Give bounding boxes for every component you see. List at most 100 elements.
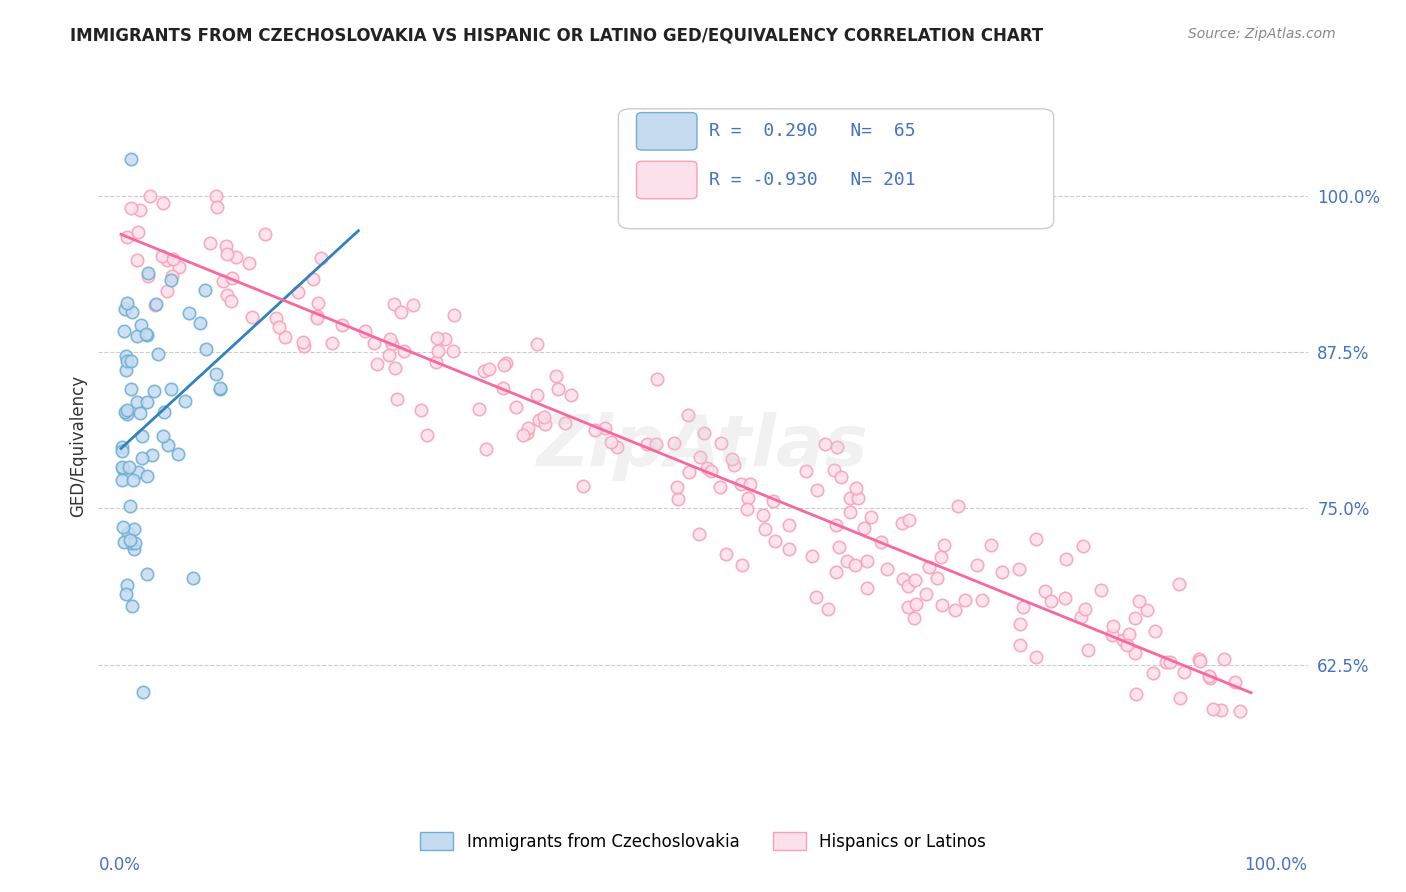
Point <box>120 152 142 166</box>
Point <box>125 329 148 343</box>
Point <box>138 189 160 203</box>
Point <box>136 266 159 280</box>
Point <box>152 428 174 442</box>
Point <box>896 599 918 614</box>
Legend: Immigrants from Czechoslovakia, Hispanics or Latinos: Immigrants from Czechoslovakia, Hispanic… <box>413 826 993 857</box>
Point <box>162 252 184 266</box>
Point <box>1033 583 1056 598</box>
Point <box>869 534 891 549</box>
FancyBboxPatch shape <box>619 109 1053 228</box>
Point <box>1054 552 1077 566</box>
Text: IMMIGRANTS FROM CZECHOSLOVAKIA VS HISPANIC OR LATINO GED/EQUIVALENCY CORRELATION: IMMIGRANTS FROM CZECHOSLOVAKIA VS HISPAN… <box>70 27 1043 45</box>
Point <box>416 428 439 442</box>
Point <box>529 413 551 427</box>
Point <box>823 463 845 477</box>
Point <box>156 438 179 452</box>
Point <box>266 311 288 326</box>
Point <box>914 587 936 601</box>
Point <box>145 298 167 312</box>
Point <box>111 473 134 487</box>
Point <box>492 381 515 395</box>
Point <box>115 296 138 310</box>
Point <box>385 392 408 407</box>
Point <box>904 573 927 587</box>
Point <box>1090 583 1112 598</box>
Point <box>401 298 423 312</box>
Point <box>1142 666 1164 681</box>
Point <box>117 525 139 540</box>
Point <box>1053 591 1076 605</box>
Point <box>114 405 136 419</box>
Point <box>115 587 138 601</box>
Point <box>1198 669 1220 683</box>
Point <box>494 358 516 372</box>
Point <box>127 394 149 409</box>
Text: R =  0.290   N=  65: R = 0.290 N= 65 <box>709 122 915 140</box>
Point <box>127 465 149 479</box>
Point <box>194 283 217 297</box>
Point <box>160 269 183 284</box>
Point <box>156 285 179 299</box>
Point <box>688 527 710 541</box>
Point <box>1071 539 1094 553</box>
Point <box>876 562 898 576</box>
Point <box>505 400 527 414</box>
Point <box>392 343 415 358</box>
Point <box>425 355 447 369</box>
Point <box>305 309 328 323</box>
Text: ZipAtlas: ZipAtlas <box>537 411 869 481</box>
Point <box>135 327 157 342</box>
Point <box>292 339 315 353</box>
Point <box>127 226 149 240</box>
Point <box>1212 652 1234 666</box>
Text: 100.0%: 100.0% <box>1244 855 1308 873</box>
Point <box>131 318 153 332</box>
Point <box>1168 690 1191 705</box>
Point <box>636 437 658 451</box>
Text: R = -0.930   N= 201: R = -0.930 N= 201 <box>709 171 915 189</box>
Point <box>378 332 401 346</box>
Text: 0.0%: 0.0% <box>98 855 141 873</box>
Point <box>219 294 242 309</box>
Point <box>970 593 993 607</box>
Point <box>382 297 405 311</box>
Point <box>120 383 142 397</box>
Point <box>122 474 145 488</box>
Point <box>366 357 388 371</box>
Point <box>253 227 276 242</box>
Point <box>181 571 204 585</box>
Point <box>905 597 928 611</box>
Point <box>980 538 1002 552</box>
Point <box>207 200 229 214</box>
Point <box>124 536 146 550</box>
Point <box>814 437 837 451</box>
Point <box>931 599 953 613</box>
Point <box>110 460 132 475</box>
Point <box>752 508 775 523</box>
Point <box>740 477 762 491</box>
Point <box>433 333 456 347</box>
Point <box>115 408 138 422</box>
Point <box>389 305 412 319</box>
Point <box>173 394 195 409</box>
Point <box>215 287 238 301</box>
Point <box>150 249 173 263</box>
Point <box>953 592 976 607</box>
Point <box>1189 654 1212 668</box>
Point <box>141 448 163 462</box>
Point <box>754 522 776 536</box>
Point <box>943 603 966 617</box>
Point <box>778 518 800 533</box>
Point <box>136 567 159 582</box>
Point <box>835 554 858 568</box>
Point <box>426 331 449 345</box>
Point <box>1101 619 1123 633</box>
Point <box>148 347 170 361</box>
Point <box>468 401 491 416</box>
Point <box>534 417 557 431</box>
Point <box>115 353 138 368</box>
Point <box>526 337 548 351</box>
Point <box>917 560 939 574</box>
Point <box>572 479 595 493</box>
Point <box>114 349 136 363</box>
